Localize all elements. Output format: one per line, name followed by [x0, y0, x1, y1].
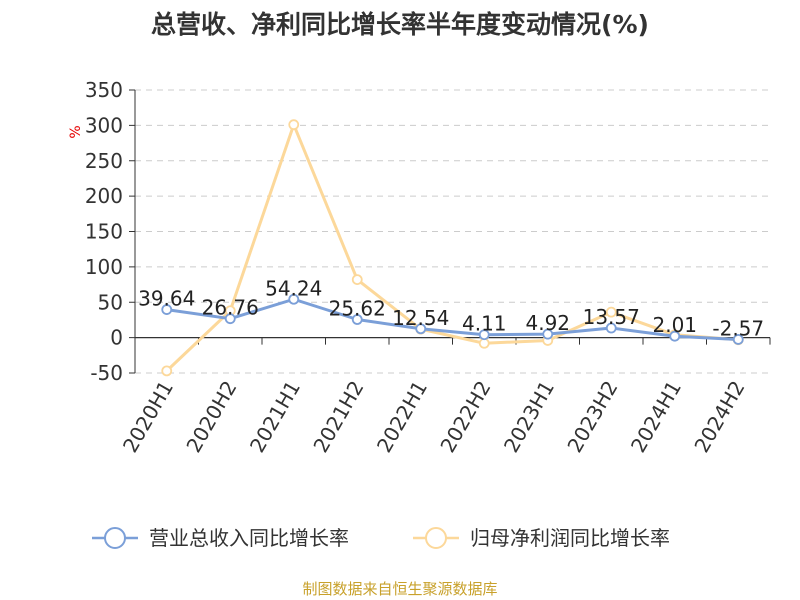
data-label: -2.57 [712, 316, 764, 340]
data-point [542, 328, 554, 340]
data-point [415, 323, 427, 335]
y-tick-label: 100 [85, 255, 123, 279]
data-point [478, 337, 490, 349]
data-point [288, 293, 300, 305]
legend-label: 营业总收入同比增长率 [149, 526, 349, 550]
y-axis-unit: % [68, 125, 84, 138]
x-tick-label: 2021H2 [308, 377, 368, 457]
data-point [161, 365, 173, 377]
x-tick-label: 2023H1 [499, 377, 559, 457]
y-tick-label: 300 [85, 113, 123, 137]
x-tick-label: 2022H2 [435, 377, 495, 457]
y-tick-label: 0 [110, 326, 123, 350]
x-tick-label: 2022H1 [372, 377, 432, 457]
y-tick-label: 250 [85, 149, 123, 173]
legend-swatch-marker [425, 527, 447, 549]
x-axis-ticks: 2020H1 2020H2 2021H1 2021H2 2022H1 2022H2 2023… [118, 377, 750, 457]
series-line [166, 297, 739, 341]
data-point [351, 274, 363, 286]
y-axis-ticks: 350 300 250 200 150 100 50 0 -50 [85, 78, 136, 385]
data-point [605, 306, 617, 318]
data-label: 26.76 [202, 296, 259, 320]
data-point [478, 329, 490, 341]
data-label: 4.92 [525, 311, 570, 335]
data-point [288, 119, 300, 131]
data-point [732, 334, 744, 345]
data-label: 25.62 [329, 296, 386, 320]
data-label: 13.57 [583, 305, 640, 329]
chart-title: 总营收、净利同比增长率半年度变动情况(%) [151, 10, 649, 39]
data-point [161, 304, 173, 315]
series-line [165, 123, 739, 372]
y-tick-label: 200 [85, 184, 123, 208]
x-tick-label: 2024H1 [626, 377, 686, 457]
source-note: 制图数据来自恒生聚源数据库 [302, 580, 497, 598]
grid-lines [135, 89, 770, 374]
data-label: 39.64 [138, 287, 195, 311]
series-layer [161, 119, 744, 377]
data-label: 2.01 [652, 313, 697, 337]
data-point [351, 314, 363, 325]
y-tick-label: 350 [85, 78, 123, 102]
y-tick-label: -50 [90, 361, 123, 385]
data-label: 4.11 [462, 312, 507, 336]
data-label: 12.54 [392, 306, 449, 330]
data-point [605, 322, 617, 334]
data-label: 54.24 [265, 276, 322, 300]
x-tick-label: 2023H2 [562, 377, 622, 457]
data-point [669, 330, 681, 342]
legend-swatch-marker [104, 527, 126, 549]
x-tick-label: 2021H1 [245, 377, 305, 457]
data-point [224, 313, 236, 325]
legend-label: 归母净利润同比增长率 [470, 526, 670, 550]
x-tick-label: 2020H1 [118, 377, 178, 457]
x-tick-label: 2024H2 [689, 377, 749, 457]
x-tick-label: 2020H2 [181, 377, 241, 457]
y-tick-label: 50 [98, 290, 123, 314]
legend[interactable]: 营业总收入同比增长率 归母净利润同比增长率 [92, 526, 670, 550]
y-tick-label: 150 [85, 220, 123, 244]
